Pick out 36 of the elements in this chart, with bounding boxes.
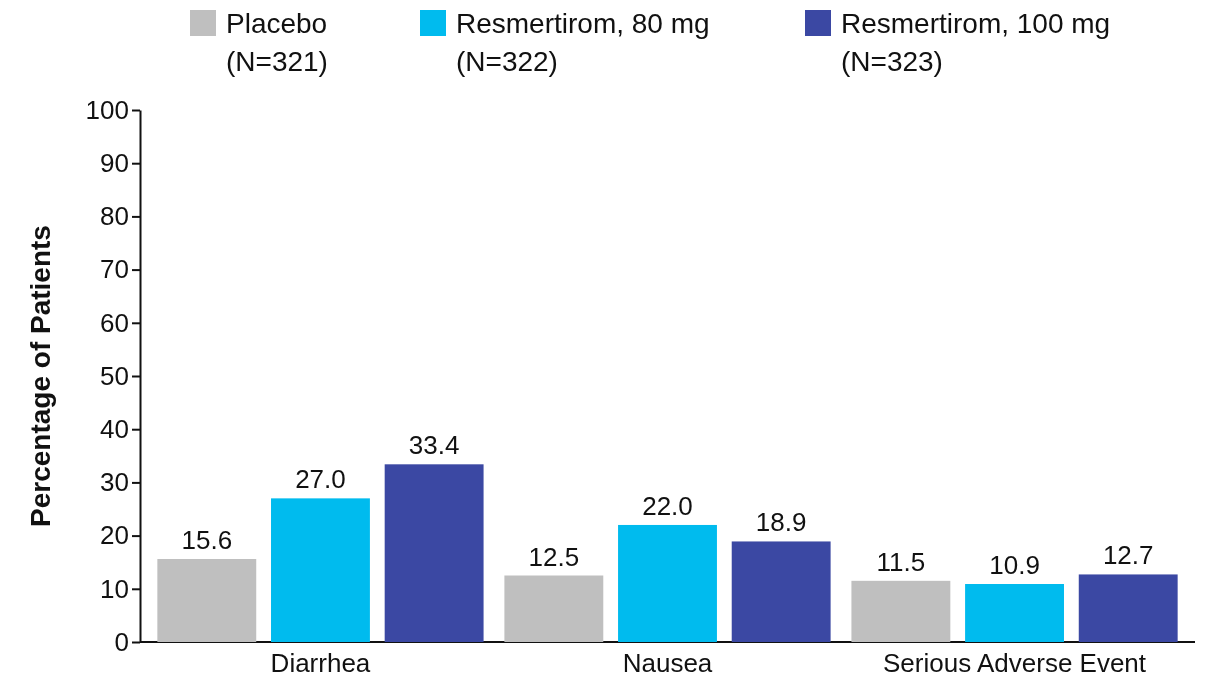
bar (618, 524, 717, 642)
y-tick-label: 80 (100, 201, 129, 232)
legend-label: Resmertirom, 80 mg (N=322) (456, 8, 710, 77)
data-label: 27.0 (295, 464, 346, 495)
x-tick-label: Diarrhea (270, 648, 371, 679)
bar (271, 498, 370, 642)
x-tick-label: Serious Adverse Event (883, 648, 1147, 679)
y-tick-label: 40 (100, 414, 129, 445)
y-tick-label: 0 (114, 626, 129, 657)
y-tick-label: 90 (100, 148, 129, 179)
legend-label: Placebo (N=321) (226, 8, 328, 77)
y-tick-label: 70 (100, 254, 129, 285)
data-label: 33.4 (408, 430, 460, 461)
data-label: 12.5 (528, 541, 580, 572)
bar (1078, 574, 1178, 642)
data-label: 22.0 (642, 490, 693, 521)
y-axis-title: Percentage of Patients (25, 225, 56, 527)
legend-label: Resmertirom, 100 mg (N=323) (841, 8, 1111, 77)
y-tick-label: 20 (100, 520, 129, 551)
y-tick-label: 60 (100, 307, 129, 338)
y-tick-label: 30 (100, 467, 129, 498)
data-label: 15.6 (181, 525, 233, 556)
data-label: 18.9 (755, 507, 807, 538)
data-label: 11.5 (876, 546, 926, 577)
bar (384, 464, 484, 642)
bar (965, 584, 1064, 642)
bar (157, 559, 257, 642)
y-tick-label: 50 (100, 360, 129, 391)
bar (731, 541, 831, 642)
y-tick-label: 100 (85, 94, 129, 125)
bar (504, 575, 604, 642)
data-label: 12.7 (1102, 540, 1154, 571)
data-label: 10.9 (989, 550, 1040, 581)
y-tick-label: 10 (100, 573, 129, 604)
bar (851, 580, 951, 642)
x-tick-label: Nausea (622, 648, 713, 679)
